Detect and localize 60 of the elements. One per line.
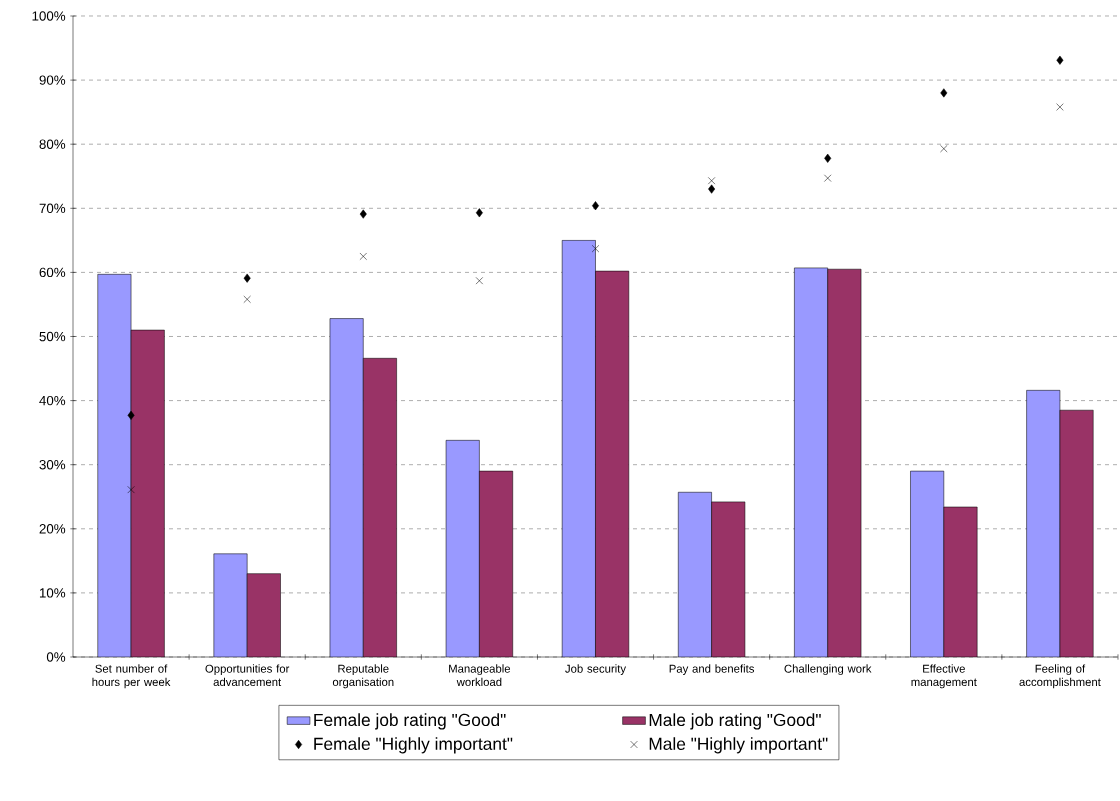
point (824, 174, 832, 182)
bar (678, 492, 712, 657)
bar (329, 318, 364, 657)
bar (446, 440, 480, 657)
x-tick-label: Challenging work (784, 664, 872, 675)
y-tick-label: 60% (39, 267, 66, 278)
y-tick-label: 100% (32, 11, 66, 21)
bar (247, 573, 281, 657)
bar (910, 471, 944, 657)
x-tick-label: Effective management (911, 664, 977, 689)
point (127, 410, 135, 420)
legend-label: Male job rating "Good" (649, 713, 821, 730)
x-tick-label: Reputable organisation (332, 664, 394, 689)
point (592, 201, 599, 211)
x-tick-label: Set number of hours per week (92, 664, 171, 689)
point (475, 208, 483, 218)
bar (363, 358, 397, 657)
point (243, 295, 251, 303)
y-tick-label: 90% (39, 75, 66, 85)
point (1056, 103, 1064, 111)
y-tick-label: 50% (39, 331, 66, 342)
point (940, 88, 948, 98)
bar (562, 240, 596, 657)
y-tick-label: 40% (39, 395, 66, 406)
x-tick-label: Opportunities for advancement (205, 664, 290, 687)
x-tick-label: Manageable workload (449, 664, 511, 687)
y-tick-label: 20% (39, 524, 66, 534)
point (940, 145, 948, 153)
x-tick-label: Pay and benefits (669, 664, 755, 675)
y-tick-label: 0% (46, 652, 66, 662)
point (359, 209, 367, 219)
y-tick-label: 80% (39, 139, 66, 149)
point (243, 273, 251, 283)
point (824, 153, 832, 163)
y-tick-label: 30% (39, 459, 66, 470)
point (708, 184, 716, 194)
point (127, 486, 135, 494)
bar (794, 267, 828, 657)
point (359, 252, 367, 261)
x-tick-label: Feeling of accomplishment (1019, 664, 1101, 689)
bar (213, 553, 248, 657)
bar (1026, 390, 1061, 657)
bar (595, 271, 629, 657)
x-tick-label: Job security (565, 664, 627, 675)
legend-label: Female job rating "Good" (314, 713, 506, 730)
point (475, 277, 484, 285)
legend-label: Male "Highly important" (649, 737, 828, 754)
point (707, 177, 716, 185)
y-tick-label: 10% (39, 588, 66, 598)
bar (943, 507, 978, 657)
point (1056, 55, 1064, 65)
point (591, 245, 600, 253)
bar (711, 501, 745, 657)
bar (479, 471, 513, 657)
y-tick-label: 70% (39, 203, 66, 214)
bar (97, 274, 132, 657)
legend-label: Female "Highly important" (314, 737, 513, 754)
bar (131, 330, 165, 657)
bar (1059, 409, 1094, 657)
bar (827, 269, 862, 657)
